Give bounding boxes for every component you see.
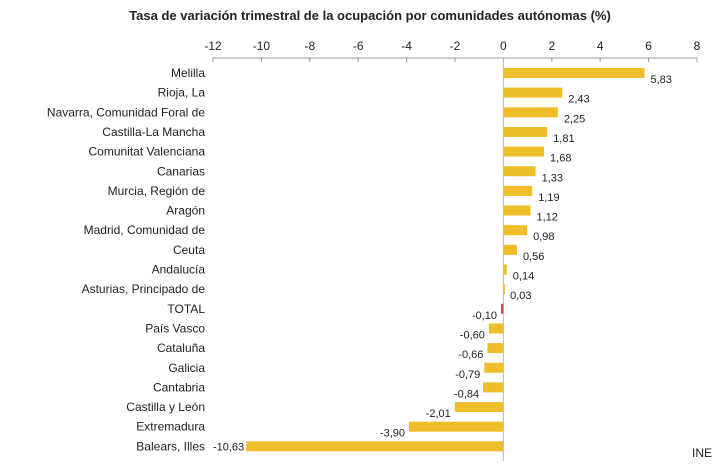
value-label: 2,43 <box>568 94 589 106</box>
value-label: -0,79 <box>455 369 480 381</box>
category-label: Ceuta <box>173 243 205 257</box>
category-label: Extremadura <box>136 420 205 434</box>
category-label: Navarra, Comunidad Foral de <box>47 105 205 119</box>
value-label: -0,66 <box>458 349 483 361</box>
value-label: 0,98 <box>533 231 554 243</box>
value-label: -0,84 <box>454 388 479 400</box>
bar <box>503 205 531 216</box>
bar <box>503 68 645 78</box>
category-label: Castilla y León <box>126 400 205 414</box>
x-tick-label: -2 <box>450 39 461 53</box>
value-label: 0,14 <box>513 271 534 283</box>
x-tick-label: 2 <box>548 39 555 53</box>
value-label: 5,83 <box>650 74 671 86</box>
bar <box>503 185 533 196</box>
bar <box>503 107 558 118</box>
bar <box>503 225 528 236</box>
value-label: -2,01 <box>426 408 451 420</box>
value-label: 1,33 <box>542 172 563 184</box>
bar <box>488 323 504 334</box>
category-label: Cataluña <box>157 341 205 355</box>
bar <box>483 382 504 393</box>
x-tick-label: -10 <box>253 39 271 53</box>
x-tick-label: -4 <box>401 39 412 53</box>
x-tick-label: 8 <box>694 39 701 53</box>
bar <box>487 343 504 354</box>
category-label: Castilla-La Mancha <box>102 125 205 139</box>
bar <box>503 284 505 295</box>
value-label: 2,25 <box>564 113 585 125</box>
category-label: Balears, Illes <box>136 439 205 453</box>
category-label: Melilla <box>171 66 205 80</box>
bar <box>246 441 504 452</box>
category-label: TOTAL <box>167 302 205 316</box>
x-tick-label: 0 <box>500 39 507 53</box>
value-label: 1,68 <box>550 153 571 165</box>
category-label: Comunitat Valenciana <box>88 145 205 159</box>
category-label: Canarias <box>157 164 205 178</box>
category-label: Andalucía <box>152 263 206 277</box>
value-label: -0,60 <box>460 329 485 341</box>
bar <box>503 126 548 137</box>
value-label: 0,56 <box>523 251 544 263</box>
x-tick-label: -6 <box>353 39 364 53</box>
bar <box>503 87 563 98</box>
x-tick-label: -8 <box>304 39 315 53</box>
value-label: 1,12 <box>537 212 558 224</box>
bar <box>503 264 507 275</box>
category-label: Asturias, Principado de <box>82 282 206 296</box>
value-label: -3,90 <box>380 428 405 440</box>
bar <box>409 421 504 432</box>
category-label: Madrid, Comunidad de <box>84 223 206 237</box>
bar <box>454 402 504 413</box>
value-label: -0,10 <box>472 310 497 322</box>
category-label: Galicia <box>168 361 205 375</box>
bar <box>503 166 536 177</box>
source-label: INE <box>691 446 712 460</box>
bar <box>503 146 545 157</box>
bar <box>484 362 504 373</box>
x-tick-label: 6 <box>645 39 652 53</box>
value-label: 1,81 <box>553 133 574 145</box>
category-label: Rioja, La <box>158 86 206 100</box>
category-label: País Vasco <box>145 321 205 335</box>
bar <box>500 303 504 314</box>
chart-title: Tasa de variación trimestral de la ocupa… <box>129 8 611 23</box>
category-label: Murcia, Región de <box>108 184 206 198</box>
category-label: Cantabria <box>153 380 205 394</box>
x-tick-label: -12 <box>204 39 222 53</box>
category-label: Aragón <box>166 204 205 218</box>
bar <box>503 244 517 255</box>
x-tick-label: 4 <box>597 39 604 53</box>
value-label: 0,03 <box>510 290 531 302</box>
value-label: -10,63 <box>213 441 244 453</box>
value-label: 1,19 <box>538 192 559 204</box>
